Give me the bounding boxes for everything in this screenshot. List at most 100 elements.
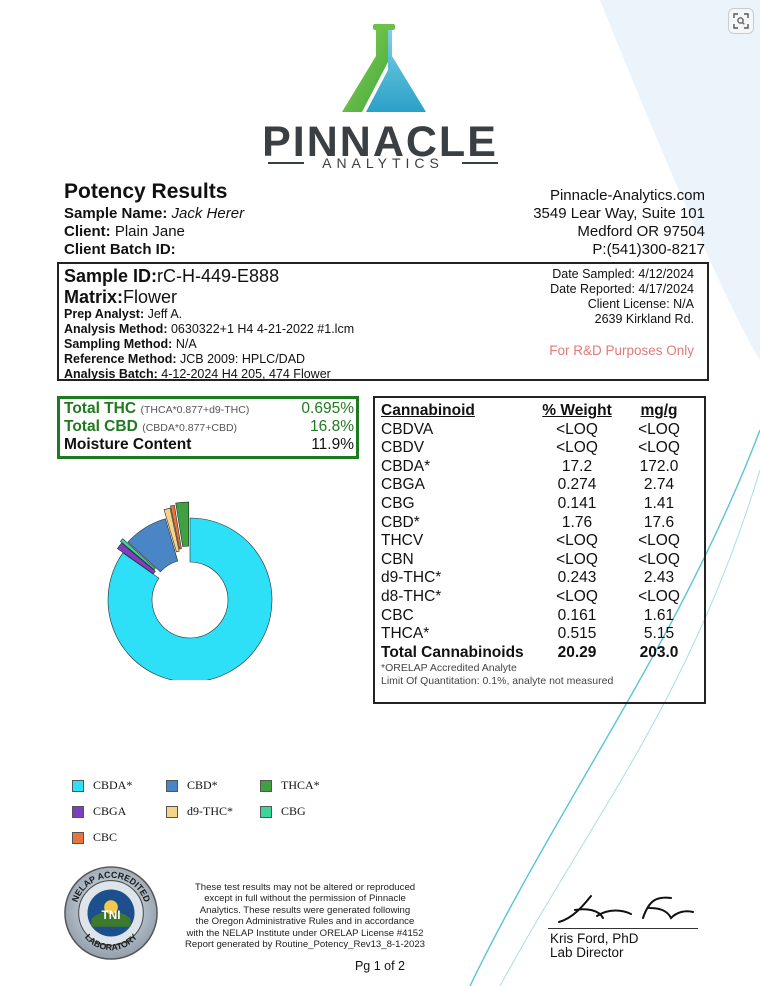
signer-title: Lab Director: [550, 945, 624, 960]
total-label: Total Cannabinoids: [381, 643, 524, 661]
mg-per-g: 1.41: [643, 494, 675, 512]
weight-percent: 0.274: [557, 476, 597, 494]
legend-swatch: [72, 779, 84, 792]
total-thc-formula: (THCA*0.877+d9-THC): [140, 404, 250, 416]
analyte-name: CBDVA: [381, 420, 434, 438]
date-reported: Date Reported: 4/17/2024: [550, 282, 694, 296]
method-label: Analysis Method:: [64, 322, 168, 336]
phone-text: P:(541)300-8217: [592, 241, 705, 258]
mg-per-g: <LOQ: [638, 550, 680, 568]
total-cbd-value: 16.8%: [310, 418, 354, 435]
legend-item: d9-THC*: [166, 804, 233, 819]
totals-box: [57, 396, 359, 459]
donut-slice-cbd: [127, 518, 179, 573]
mg-per-g: <LOQ: [638, 420, 680, 438]
donut-slice-d9thc: [163, 507, 180, 553]
cannabinoid-donut-chart: [107, 501, 273, 680]
weight-percent: 0.141: [557, 494, 597, 512]
svg-text:TNI: TNI: [102, 909, 121, 922]
zoom-button[interactable]: [728, 8, 754, 34]
mg-per-g: 1.61: [643, 606, 675, 624]
donut-slice-cbc: [170, 504, 182, 550]
weight-percent: 17.2: [561, 457, 593, 475]
disclaimer-line: Report generated by Routine_Potency_Rev1…: [184, 939, 425, 951]
table-row: CBDV <LOQ <LOQ: [381, 439, 697, 458]
legend-label: d9-THC*: [187, 804, 233, 818]
matrix-label: Matrix:: [64, 287, 124, 307]
address-line-2: Medford OR 97504: [577, 223, 705, 240]
signature-line: [548, 928, 698, 929]
method-label: Prep Analyst:: [64, 307, 145, 321]
client-license: Client License: N/A: [587, 297, 694, 311]
disclaimer-line: Analytics. These results were generated …: [199, 904, 411, 916]
legend-item: CBC: [72, 830, 117, 845]
method-row: Reference Method: JCB 2009: HPLC/DAD: [64, 352, 305, 366]
brand-name: PINNACLE: [262, 118, 498, 166]
method-row: Analysis Batch: 4-12-2024 H4 205, 474 Fl…: [64, 367, 331, 381]
divider: [461, 162, 498, 164]
donut-slice-cbg: [119, 538, 156, 571]
table-row: THCA* 0.515 5.15: [381, 625, 697, 644]
analyte-name: CBG: [381, 494, 415, 512]
analyte-name: d8-THC*: [381, 587, 442, 605]
mg-per-g: 2.43: [643, 569, 675, 587]
legend-swatch: [166, 779, 178, 792]
legend-item: THCA*: [260, 778, 320, 793]
cannabinoid-table: Cannabinoid % Weight mg/g CBDVA <LOQ <LOQ …: [381, 402, 697, 662]
weight-percent: 0.161: [557, 606, 597, 624]
mg-per-g: 5.15: [643, 625, 675, 643]
mg-per-g: <LOQ: [638, 587, 680, 605]
table-row: d8-THC* <LOQ <LOQ: [381, 588, 697, 607]
column-header: mg/g: [640, 402, 678, 419]
legend-label: CBGA: [93, 804, 127, 818]
moisture-value: 11.9%: [311, 436, 354, 453]
method-value: JCB 2009: HPLC/DAD: [180, 352, 306, 366]
batch-row: Client Batch ID:: [64, 241, 176, 258]
weight-percent: 0.515: [557, 625, 597, 643]
legend-item: CBG: [260, 804, 306, 819]
purpose-notice: For R&D Purposes Only: [549, 343, 694, 358]
method-label: Sampling Method:: [64, 337, 173, 351]
legend-swatch: [72, 805, 84, 818]
mg-per-g: <LOQ: [638, 439, 680, 457]
donut-slice-thca: [175, 501, 190, 547]
weight-percent: <LOQ: [556, 532, 598, 550]
client-value: Plain Jane: [114, 223, 185, 240]
website-text: Pinnacle-Analytics.com: [549, 187, 705, 204]
signature-icon: [558, 895, 694, 923]
legend-label: THCA*: [281, 778, 320, 792]
method-value: Jeff A.: [147, 307, 183, 321]
moisture-label: Moisture Content: [64, 436, 192, 453]
method-value: N/A: [175, 337, 197, 351]
client-row: Client: Plain Jane: [64, 223, 185, 240]
legend-label: CBG: [281, 804, 306, 818]
matrix-row: Matrix:Flower: [64, 287, 177, 308]
analyte-name: THCA*: [381, 625, 430, 643]
disclaimer-text: These test results may not be altered or…: [155, 882, 455, 950]
legend-item: CBGA: [72, 804, 126, 819]
zoom-icon: [733, 13, 749, 29]
donut-slice-cbga: [116, 542, 156, 575]
table-row: d9-THC* 0.243 2.43: [381, 569, 697, 588]
divider: [268, 162, 304, 164]
sample-id-label: Sample ID:: [64, 266, 158, 286]
sample-name-label: Sample Name:: [64, 205, 168, 222]
signer-name: Kris Ford, PhD: [550, 931, 639, 946]
total-cbd-label: Total CBD: [64, 418, 138, 435]
legend-swatch: [166, 805, 178, 818]
legend-label: CBD*: [187, 778, 218, 792]
disclaimer-line: except in full without the permission of…: [204, 893, 406, 905]
method-row: Prep Analyst: Jeff A.: [64, 307, 182, 321]
donut-slice-cbda: [107, 517, 273, 680]
table-row: CBDA* 17.2 172.0: [381, 458, 697, 477]
analyte-name: CBDA*: [381, 457, 431, 475]
client-location: 2639 Kirkland Rd.: [594, 312, 694, 326]
sample-id-value: rC-H-449-E888: [157, 266, 280, 286]
mg-per-g: 172.0: [639, 457, 679, 475]
page-number: Pg 1 of 2: [354, 959, 406, 973]
table-row: THCV <LOQ <LOQ: [381, 532, 697, 551]
signer-block: Kris Ford, PhD Lab Director: [550, 932, 639, 960]
sample-name-row: Sample Name: Jack Herer: [64, 205, 244, 222]
page-title: Potency Results: [64, 180, 228, 203]
table-note: Limit Of Quantitation: 0.1%, analyte not…: [381, 675, 614, 687]
